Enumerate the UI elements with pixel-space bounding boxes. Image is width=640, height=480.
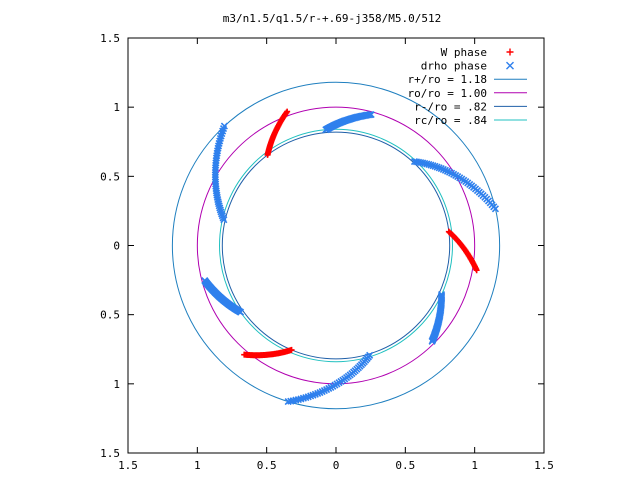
legend-label-3: ro/ro = 1.00 — [408, 87, 487, 100]
legend-label-1: drho phase — [421, 60, 487, 73]
drho-phase-point — [367, 110, 375, 119]
drho-phase-point — [219, 214, 227, 222]
circle-2 — [171, 81, 501, 410]
drho-phase-point — [431, 162, 439, 170]
drho-phase-point — [433, 163, 441, 171]
drho-phase-point — [220, 216, 228, 224]
legend-label-4: r-/ro = .82 — [414, 100, 487, 113]
w-phase-point — [241, 351, 248, 358]
legend-marker-1 — [506, 61, 514, 70]
drho-phase-point — [218, 210, 226, 218]
legend-marker-0 — [506, 48, 514, 56]
circle-5 — [219, 128, 453, 363]
circle-4 — [221, 131, 451, 360]
y-tick-label: 1.5 — [100, 32, 120, 45]
y-tick-label: 1 — [113, 378, 120, 391]
y-tick-label: 1.5 — [100, 447, 120, 460]
drho-phase-point — [218, 212, 226, 220]
axis-ticks: 1.5 1 0.5 0 0.5 1 1.51.510.500.511.5 — [100, 32, 554, 472]
y-tick-label: 0.5 — [100, 309, 120, 322]
x-tick-label: 0.5 — [395, 459, 415, 472]
y-tick-label: 1 — [113, 101, 120, 114]
w-phase-point — [473, 267, 480, 274]
drho-phase-point — [201, 277, 209, 285]
drho-phase-point — [220, 122, 228, 130]
legend-label-2: r+/ro = 1.18 — [408, 73, 487, 86]
x-tick-label: 0.5 — [257, 459, 277, 472]
x-tick-label: 0 — [333, 459, 340, 472]
legend-label-0: W phase — [441, 46, 487, 59]
x-tick-label: 1.5 — [118, 459, 138, 472]
drho-phase-point — [217, 208, 225, 216]
drho-phase-point — [491, 205, 499, 213]
w-phase-point — [284, 108, 291, 115]
drho-phase-point — [429, 162, 437, 170]
y-tick-label: 0.5 — [100, 170, 120, 183]
drho-phase-point — [427, 161, 435, 169]
reference-circles — [171, 81, 501, 410]
y-tick-label: 0 — [113, 240, 120, 253]
drho-phase-point — [428, 337, 436, 345]
phase-points — [201, 108, 499, 406]
x-tick-label: 1 — [194, 459, 201, 472]
x-tick-label: 1 — [471, 459, 478, 472]
x-tick-label: 1.5 — [534, 459, 554, 472]
legend-label-5: rc/ro = .84 — [414, 114, 487, 127]
drho-phase-point — [284, 398, 292, 406]
chart-title: m3/n1.5/q1.5/r-+.69-j358/M5.0/512 — [223, 12, 442, 25]
